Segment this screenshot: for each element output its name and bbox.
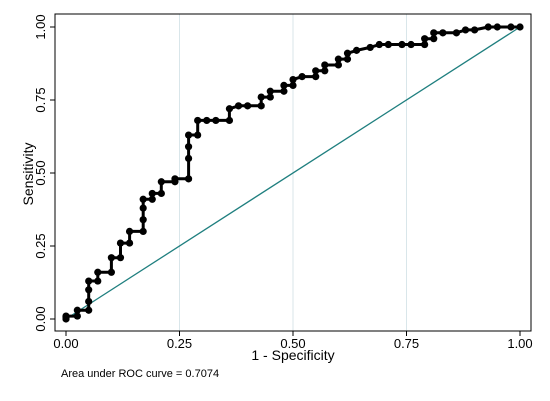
roc-point (484, 23, 492, 31)
roc-point (244, 102, 252, 110)
roc-point (439, 29, 447, 37)
roc-point (184, 154, 193, 162)
roc-point (398, 40, 406, 49)
roc-point (266, 93, 274, 101)
x-axis-ticks: 0.00 0.25 0.50 0.75 1.00 (53, 331, 533, 351)
roc-point (107, 254, 115, 262)
roc-point (384, 40, 392, 49)
reference-line-group (65, 26, 521, 320)
roc-point (184, 175, 193, 183)
x-tick-label-3: 0.75 (394, 336, 419, 351)
roc-point (116, 239, 125, 247)
roc-point (471, 26, 479, 34)
roc-point (334, 61, 342, 69)
roc-point (139, 204, 147, 212)
x-tick-label-0: 0.00 (53, 336, 78, 351)
roc-point (125, 227, 134, 235)
roc-point (73, 306, 81, 314)
roc-point (234, 102, 243, 110)
roc-point (366, 43, 374, 52)
roc-point (516, 23, 524, 31)
roc-point (116, 254, 125, 262)
roc-point (225, 105, 234, 113)
roc-point (85, 306, 93, 314)
roc-point (85, 286, 93, 294)
roc-point (139, 227, 147, 235)
roc-point (184, 131, 193, 139)
roc-point (507, 23, 515, 31)
y-tick-label-1: 0.25 (33, 233, 48, 258)
roc-point (194, 131, 202, 139)
roc-point (312, 67, 320, 75)
roc-point (430, 35, 438, 43)
roc-point (298, 73, 306, 81)
roc-point (148, 189, 156, 198)
roc-point (430, 29, 438, 37)
x-tick-label-4: 1.00 (507, 336, 532, 351)
roc-point (493, 23, 501, 31)
roc-point (280, 81, 288, 89)
x-axis-title: 1 - Specificity (251, 347, 334, 363)
roc-point (280, 87, 288, 95)
y-tick-label-4: 1.00 (33, 14, 48, 39)
roc-point (343, 49, 352, 57)
roc-point (94, 268, 102, 276)
roc-point (421, 40, 429, 49)
roc-point (107, 268, 115, 276)
roc-point (257, 102, 265, 110)
roc-point (85, 277, 93, 285)
roc-point (148, 195, 156, 203)
roc-point (85, 297, 93, 306)
y-tick-label-2: 0.50 (33, 160, 48, 185)
roc-point (461, 26, 470, 34)
y-axis-title: Sensitivity (20, 142, 36, 205)
roc-curve-group (62, 23, 524, 323)
roc-point (321, 67, 329, 75)
roc-point (157, 178, 165, 186)
roc-point (375, 40, 383, 49)
roc-point (321, 61, 329, 69)
roc-point (352, 46, 361, 54)
roc-point (94, 277, 102, 285)
roc-point (289, 81, 297, 89)
y-axis-ticks: 0.00 0.25 0.50 0.75 1.00 (33, 14, 55, 332)
roc-point (212, 116, 220, 125)
roc-point (257, 93, 265, 101)
roc-point (225, 116, 234, 125)
auc-annotation: Area under ROC curve = 0.7074 (61, 368, 219, 380)
roc-point (266, 87, 274, 95)
roc-point (62, 312, 70, 320)
roc-point (452, 29, 461, 37)
y-tick-label-3: 0.75 (33, 87, 48, 112)
roc-point (157, 189, 165, 198)
x-tick-label-2: 0.50 (280, 336, 305, 351)
roc-point (421, 35, 429, 43)
roc-point (139, 195, 147, 203)
roc-point (171, 175, 179, 183)
y-tick-label-0: 0.00 (33, 306, 48, 331)
roc-point (289, 75, 297, 84)
roc-point (334, 55, 342, 63)
roc-point (343, 55, 352, 63)
roc-point (312, 73, 320, 81)
roc-point (73, 312, 81, 320)
roc-point (139, 216, 147, 224)
roc-point (407, 40, 415, 49)
reference-line (65, 26, 521, 320)
roc-point (194, 116, 202, 125)
roc-point (125, 239, 134, 247)
roc-point (184, 143, 193, 151)
x-tick-label-1: 0.25 (167, 336, 192, 351)
roc-point (203, 116, 211, 125)
